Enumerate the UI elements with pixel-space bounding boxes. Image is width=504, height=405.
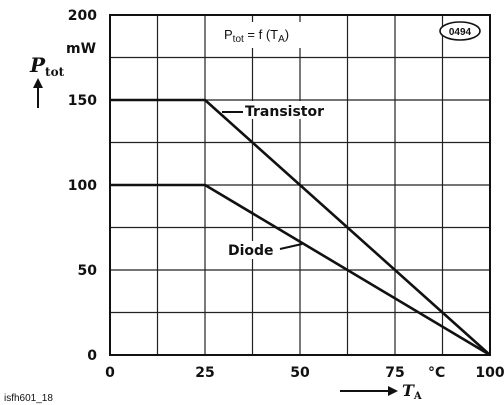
x-tick-label: 75 <box>385 365 404 381</box>
x-tick-label: 25 <box>195 365 214 381</box>
y-unit: mW <box>66 41 96 57</box>
x-tick-label: 100 <box>475 365 504 381</box>
badge-text: 0494 <box>449 27 472 38</box>
y-tick-label: 150 <box>68 93 97 109</box>
series-line-diode <box>110 183 491 357</box>
x-tick-label: 50 <box>290 365 310 381</box>
diode-annotation: Diode <box>226 241 303 259</box>
y-tick-label: 50 <box>78 263 98 279</box>
x-unit: °C <box>428 365 445 381</box>
x-axis-label: TA <box>402 381 422 402</box>
y-tick-label: 0 <box>87 348 97 364</box>
y-tick-label: 200 <box>68 8 97 24</box>
y-axis-arrow <box>33 78 43 108</box>
y-tick-labels: 0 50 100 150 200 <box>68 8 97 364</box>
x-tick-label: 0 <box>105 365 115 381</box>
diode-label: Diode <box>228 243 274 259</box>
y-axis-label: Ptot <box>29 53 65 79</box>
x-tick-labels: 0 25 50 75 100 <box>105 365 504 381</box>
y-tick-label: 100 <box>68 178 97 194</box>
badge-outline <box>439 21 481 41</box>
series-lines <box>110 98 491 357</box>
x-axis-arrow <box>340 386 398 396</box>
transistor-annotation: Transistor <box>222 101 345 120</box>
footer-code: isfh601_18 <box>4 393 53 404</box>
title-background <box>214 22 320 48</box>
transistor-label: Transistor <box>245 104 324 120</box>
series-line-transistor <box>110 98 491 356</box>
chart-title: Ptot = f (TA) <box>224 27 289 45</box>
